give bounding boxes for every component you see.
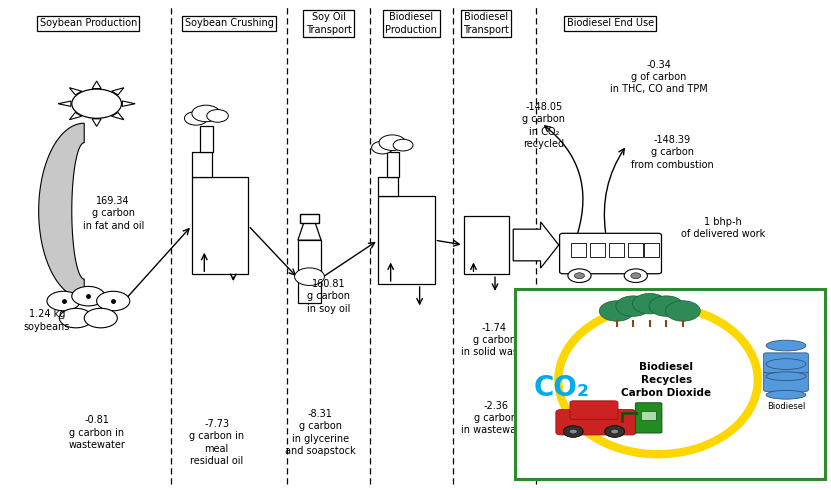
Text: 148.39 g carbon
in biodiesel: 148.39 g carbon in biodiesel: [537, 294, 617, 317]
FancyBboxPatch shape: [559, 233, 661, 274]
Polygon shape: [122, 101, 135, 106]
Bar: [464, 216, 509, 274]
Text: Biodiesel End Use: Biodiesel End Use: [567, 18, 654, 28]
Text: Biodiesel: Biodiesel: [767, 402, 805, 411]
Circle shape: [184, 112, 208, 125]
Circle shape: [71, 287, 105, 306]
Polygon shape: [39, 123, 84, 298]
FancyBboxPatch shape: [556, 410, 637, 435]
Circle shape: [47, 291, 80, 311]
Circle shape: [371, 141, 393, 154]
Ellipse shape: [766, 359, 806, 369]
Circle shape: [568, 269, 591, 283]
Text: 169.34
g carbon
in fat and oil: 169.34 g carbon in fat and oil: [82, 196, 144, 231]
Polygon shape: [111, 113, 124, 120]
Polygon shape: [92, 119, 101, 126]
Circle shape: [294, 268, 324, 286]
Circle shape: [59, 308, 92, 328]
Bar: [378, 196, 435, 284]
FancyBboxPatch shape: [570, 401, 618, 419]
Polygon shape: [111, 88, 124, 95]
Polygon shape: [297, 223, 321, 240]
Bar: [609, 243, 624, 257]
Bar: [571, 243, 586, 257]
Bar: [386, 152, 399, 177]
FancyArrow shape: [514, 222, 558, 268]
Circle shape: [631, 273, 641, 279]
Text: -148.05
g carbon
in CO₂
recycled: -148.05 g carbon in CO₂ recycled: [523, 102, 565, 149]
Text: Biodiesel
Recycles
Carbon Dioxide: Biodiesel Recycles Carbon Dioxide: [622, 362, 711, 398]
Polygon shape: [70, 113, 81, 120]
Bar: [200, 125, 213, 152]
Text: -1.74
g carbon
in solid waste: -1.74 g carbon in solid waste: [461, 322, 528, 357]
Text: -2.36
g carbon
in wastewater: -2.36 g carbon in wastewater: [461, 400, 530, 435]
Bar: [628, 243, 643, 257]
Bar: [378, 177, 398, 196]
Circle shape: [649, 296, 684, 317]
Bar: [192, 177, 248, 274]
Circle shape: [611, 429, 619, 434]
Circle shape: [207, 110, 229, 122]
Circle shape: [599, 301, 634, 321]
Circle shape: [632, 294, 667, 314]
FancyBboxPatch shape: [764, 353, 809, 373]
Text: Soy Oil
Transport: Soy Oil Transport: [306, 12, 352, 34]
Circle shape: [616, 296, 651, 317]
Circle shape: [84, 308, 117, 328]
Text: -7.73
g carbon in
meal
residual oil: -7.73 g carbon in meal residual oil: [189, 419, 244, 466]
Bar: [297, 240, 321, 303]
Bar: [300, 214, 319, 223]
Text: -8.31
g carbon
in glycerine
and soapstock: -8.31 g carbon in glycerine and soapstoc…: [285, 409, 356, 456]
Polygon shape: [92, 81, 101, 89]
Text: -0.81
g carbon in
wastewater: -0.81 g carbon in wastewater: [68, 415, 125, 450]
Polygon shape: [58, 101, 71, 106]
Text: 1 bhp-h
of delivered work: 1 bhp-h of delivered work: [681, 217, 765, 239]
Ellipse shape: [766, 372, 806, 381]
Bar: [590, 243, 605, 257]
FancyBboxPatch shape: [515, 289, 825, 479]
Text: 160.81
g carbon
in soy oil: 160.81 g carbon in soy oil: [307, 279, 350, 314]
Circle shape: [71, 89, 121, 118]
Circle shape: [563, 426, 583, 438]
Text: CO₂: CO₂: [534, 373, 589, 402]
Bar: [192, 152, 212, 177]
Text: Biodiesel
Transport: Biodiesel Transport: [463, 12, 509, 34]
Ellipse shape: [766, 391, 806, 399]
Circle shape: [624, 269, 647, 283]
Ellipse shape: [766, 340, 806, 351]
Circle shape: [96, 291, 130, 311]
Polygon shape: [70, 88, 81, 95]
Circle shape: [393, 139, 413, 151]
Circle shape: [574, 273, 584, 279]
Circle shape: [192, 105, 220, 122]
Text: Biodiesel
Production: Biodiesel Production: [386, 12, 437, 34]
Circle shape: [379, 135, 406, 150]
Bar: [644, 243, 659, 257]
Text: Soybean Production: Soybean Production: [40, 18, 137, 28]
Text: 1.24 kg
soybeans: 1.24 kg soybeans: [24, 309, 70, 332]
Bar: [642, 411, 656, 420]
Circle shape: [569, 429, 578, 434]
Circle shape: [666, 301, 701, 321]
Text: -148.39
g carbon
from combustion: -148.39 g carbon from combustion: [631, 135, 714, 170]
FancyBboxPatch shape: [764, 371, 809, 392]
Text: -0.34
g of carbon
in THC, CO and TPM: -0.34 g of carbon in THC, CO and TPM: [610, 59, 708, 94]
FancyBboxPatch shape: [636, 403, 661, 433]
Circle shape: [605, 426, 625, 438]
Text: Soybean Crushing: Soybean Crushing: [184, 18, 273, 28]
